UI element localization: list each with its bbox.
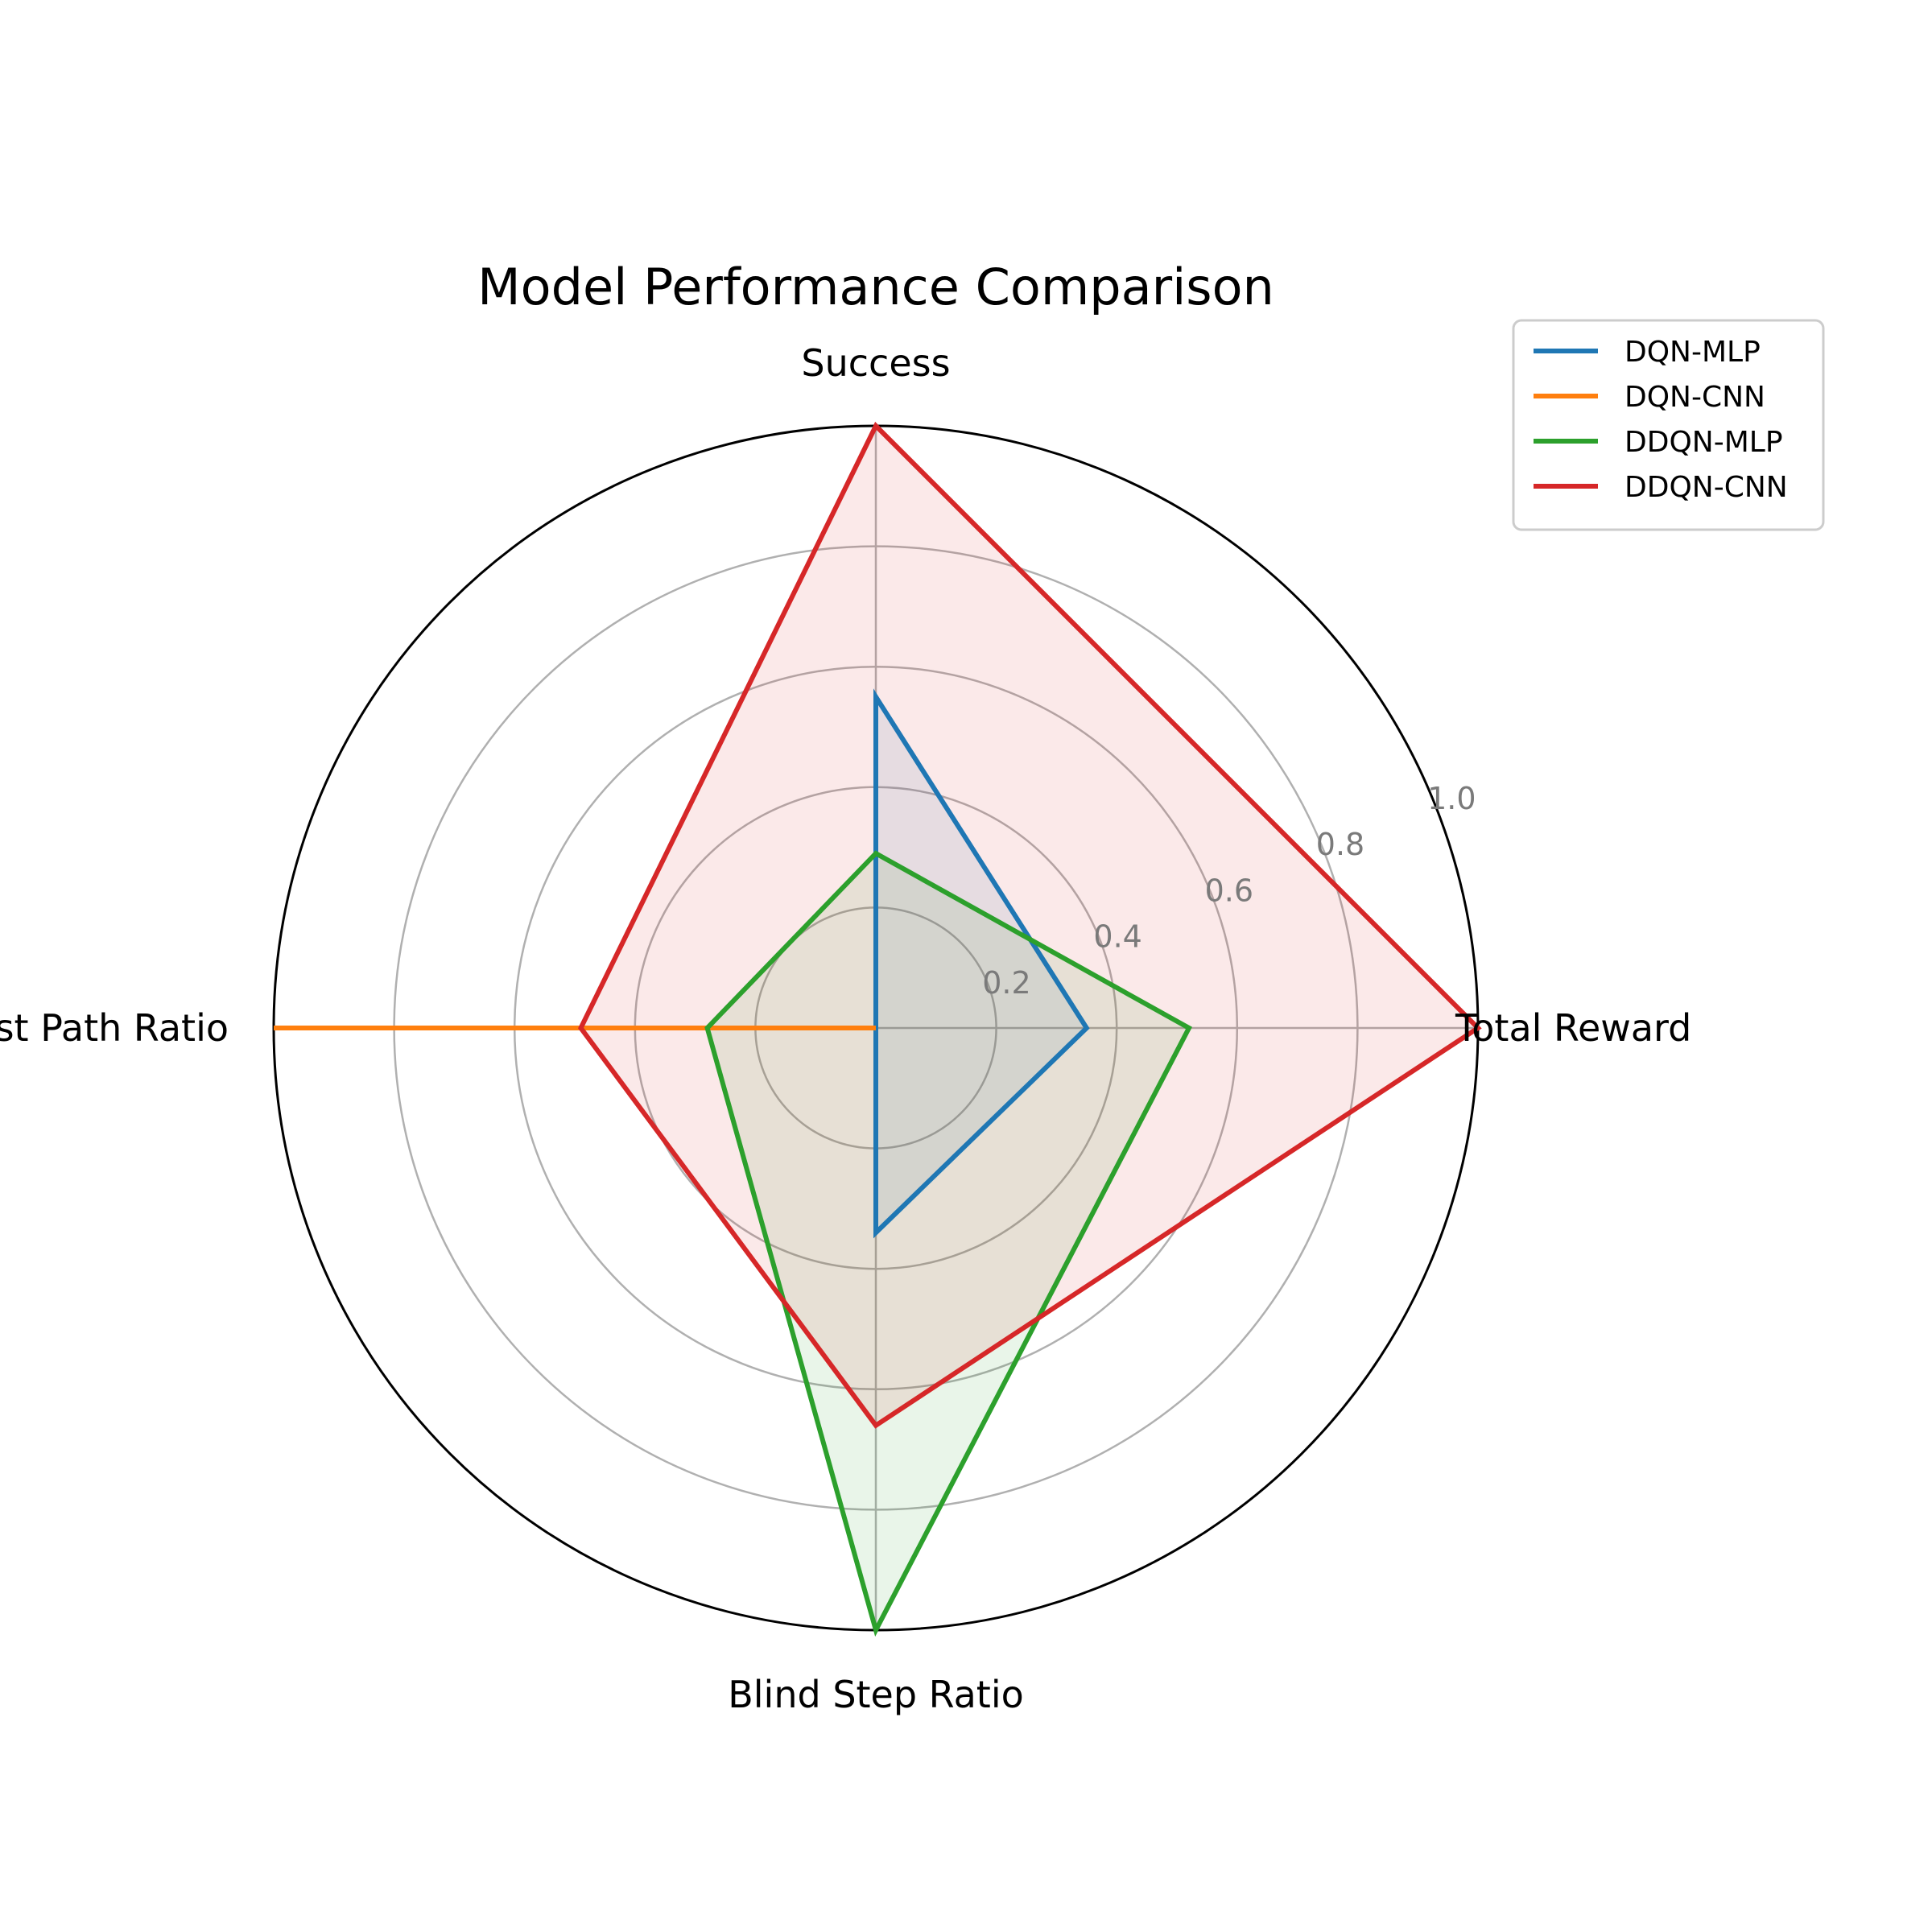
tick-label: 1.0	[1427, 781, 1476, 816]
series-fill-dqn-mlp	[876, 696, 1087, 1233]
legend-label-ddqn-cnn: DDQN-CNN	[1624, 471, 1788, 504]
axis-label-blind-step-ratio: Blind Step Ratio	[728, 1673, 1024, 1716]
series-line-ddqn-cnn	[578, 421, 1482, 1429]
axis-labels: Success Total Reward Blind Step Ratio Short…	[0, 341, 1691, 1716]
legend-label-dqn-cnn: DQN-CNN	[1624, 381, 1765, 414]
radial-tick-labels: 0.2 0.4 0.6 0.8 1.0	[982, 781, 1476, 1001]
tick-label: 0.2	[982, 965, 1030, 1001]
chart-title: Model Performance Comparison	[477, 258, 1274, 316]
tick-label: 0.8	[1316, 827, 1364, 862]
series-line-ddqn-mlp	[704, 850, 1193, 1637]
axis-label-total-reward: Total Reward	[1455, 1006, 1691, 1050]
legend-label-ddqn-mlp: DDQN-MLP	[1624, 426, 1783, 459]
tick-label: 0.6	[1205, 873, 1253, 908]
series-line-dqn-mlp	[873, 688, 1090, 1239]
legend-frame	[1512, 319, 1825, 531]
legend-label-dqn-mlp: DQN-MLP	[1624, 336, 1761, 369]
tick-label: 0.4	[1093, 919, 1141, 955]
series-lines	[274, 421, 1482, 1637]
series-fill-ddqn-cnn	[580, 426, 1478, 1426]
legend: DQN-MLP DQN-CNN DDQN-MLP DDQN-CNN	[1512, 319, 1825, 531]
axis-label-success: Success	[801, 341, 950, 385]
axis-label-shortest-path-ratio: Shortest Path Ratio	[0, 1006, 229, 1050]
